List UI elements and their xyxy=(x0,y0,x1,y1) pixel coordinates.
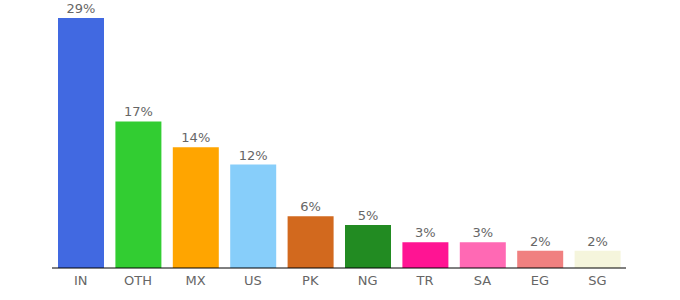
svg-text:NG: NG xyxy=(358,273,378,288)
svg-text:2%: 2% xyxy=(530,234,551,249)
svg-text:EG: EG xyxy=(531,273,549,288)
svg-text:MX: MX xyxy=(185,273,205,288)
svg-text:29%: 29% xyxy=(67,1,96,16)
svg-text:5%: 5% xyxy=(358,208,379,223)
svg-text:US: US xyxy=(244,273,262,288)
svg-text:3%: 3% xyxy=(415,225,436,240)
svg-text:SA: SA xyxy=(474,273,491,288)
svg-text:6%: 6% xyxy=(300,199,321,214)
svg-text:IN: IN xyxy=(74,273,88,288)
svg-text:2%: 2% xyxy=(587,234,608,249)
svg-text:TR: TR xyxy=(416,273,434,288)
svg-text:OTH: OTH xyxy=(124,273,152,288)
svg-text:12%: 12% xyxy=(239,148,268,163)
svg-text:14%: 14% xyxy=(181,130,210,145)
svg-text:3%: 3% xyxy=(472,225,493,240)
svg-text:PK: PK xyxy=(302,273,319,288)
svg-text:17%: 17% xyxy=(124,104,153,119)
svg-text:SG: SG xyxy=(588,273,606,288)
